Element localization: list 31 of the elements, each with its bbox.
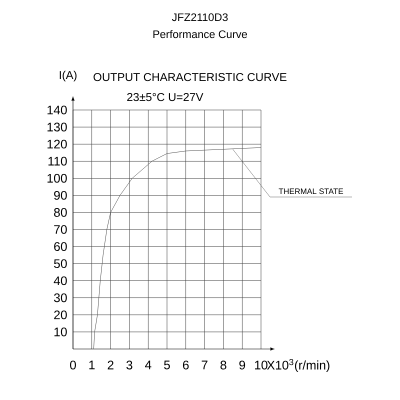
y-tick-label: 50: [54, 259, 67, 268]
text: 23±5°C U=27V: [127, 92, 204, 102]
y-tick-label: 30: [54, 293, 67, 302]
x-tick-label: 9: [239, 360, 246, 370]
x-tick-label: 10: [255, 360, 268, 370]
x-axis-title: X10$^{3}$(r/min): [266, 359, 330, 372]
y-axis-title: I(A): [60, 70, 77, 82]
y-tick-label: 70: [54, 225, 67, 234]
x-tick-label: 2: [108, 360, 114, 370]
x-tick-label: 4: [145, 360, 152, 370]
y-tick-label: 60: [54, 242, 67, 251]
y-tick-label: 100: [48, 174, 67, 183]
x-tick-label: 5: [164, 360, 170, 370]
x-tick-label: 7: [202, 360, 208, 370]
y-tick-label: 10: [54, 328, 67, 336]
chart-subtitle: Performance Curve: [153, 30, 248, 38]
y-tick-label: 130: [48, 122, 67, 132]
x-tick-label: 6: [182, 360, 189, 370]
y-tick-label: 80: [54, 208, 67, 217]
y-tick-label: 90: [54, 190, 67, 200]
y-tick-label: 110: [48, 156, 67, 166]
y-tick-label: 140: [48, 106, 67, 114]
x-tick-label: 3: [126, 360, 132, 370]
y-tick-label: 40: [54, 276, 67, 286]
x-tick-label: 1: [89, 360, 95, 370]
chart-title: JFZ2110D3: [172, 13, 228, 22]
x-tick-label: 0: [70, 360, 76, 370]
y-tick-label: 20: [54, 310, 67, 320]
y-tick-label: 120: [48, 140, 67, 149]
x-tick-label: 8: [220, 360, 226, 370]
text: OUTPUT CHARACTERISTIC CURVE: [94, 72, 286, 82]
